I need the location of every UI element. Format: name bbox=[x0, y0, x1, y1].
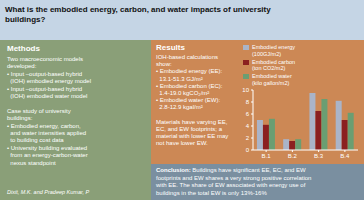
html-text:Methods: Methods bbox=[7, 44, 40, 53]
html-text:Embodied water (kilo gallon/m2: Embodied water (kilo gallon/m2) bbox=[252, 73, 292, 86]
svg-text:6: 6 bbox=[246, 111, 250, 117]
svg-text:8: 8 bbox=[246, 99, 250, 105]
svg-text:B.2: B.2 bbox=[288, 153, 298, 159]
svg-text:B.3: B.3 bbox=[314, 153, 324, 159]
svg-text:B.4: B.4 bbox=[340, 153, 350, 159]
html-text:Conclusion: Buildings have sig: Conclusion: Buildings have significant E… bbox=[156, 167, 312, 196]
html-text:Embodied energy (100GJ/m2): Embodied energy (100GJ/m2) bbox=[252, 44, 296, 57]
html-text:Dixit, M.K. and Pradeep Kumar,: Dixit, M.K. and Pradeep Kumar, P bbox=[7, 189, 90, 195]
html-text:IOH-based calculations show: •: IOH-based calculations show: • Embodied … bbox=[156, 54, 229, 147]
html-text:Results: Results bbox=[156, 43, 185, 52]
svg-text:0: 0 bbox=[246, 147, 250, 153]
html-text:Embodied carbon (ton CO2/m2): Embodied carbon (ton CO2/m2) bbox=[252, 58, 296, 71]
svg-text:4: 4 bbox=[246, 123, 250, 129]
svg-text:B.1: B.1 bbox=[262, 153, 272, 159]
html-text:Two macroeconomic models devel: Two macroeconomic models developed: • In… bbox=[7, 56, 91, 166]
svg-text:2: 2 bbox=[246, 135, 250, 141]
html-text:What is the embodied energy, c: What is the embodied energy, carbon, and… bbox=[5, 5, 271, 24]
svg-text:10: 10 bbox=[242, 87, 249, 93]
